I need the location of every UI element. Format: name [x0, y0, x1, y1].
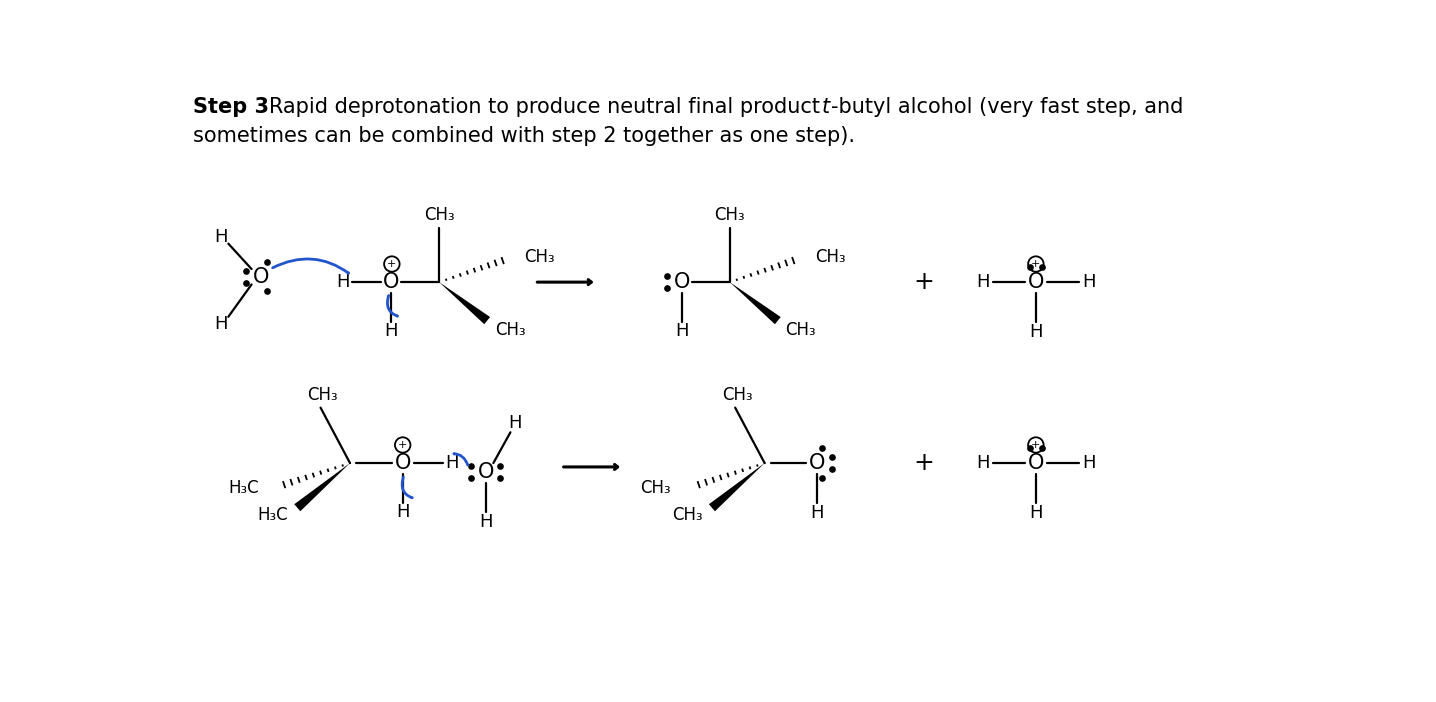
Text: CH₃: CH₃	[524, 249, 554, 267]
Text: O: O	[383, 272, 399, 292]
Text: H: H	[810, 504, 824, 522]
Text: H: H	[1030, 504, 1043, 522]
Text: CH₃: CH₃	[816, 249, 846, 267]
Text: +: +	[388, 259, 396, 269]
FancyArrowPatch shape	[388, 296, 398, 316]
Text: CH₃: CH₃	[722, 385, 752, 404]
Text: t: t	[821, 98, 830, 117]
Text: O: O	[477, 463, 494, 482]
Text: O: O	[1028, 272, 1044, 292]
FancyArrowPatch shape	[402, 477, 412, 498]
Polygon shape	[294, 463, 350, 511]
Text: O: O	[673, 272, 689, 292]
Text: O: O	[253, 267, 269, 286]
Text: H: H	[675, 322, 688, 340]
Text: CH₃: CH₃	[672, 506, 702, 524]
Text: CH₃: CH₃	[424, 206, 454, 224]
Polygon shape	[709, 463, 764, 511]
Text: O: O	[395, 453, 411, 473]
Text: O: O	[808, 453, 826, 473]
Text: H₃C: H₃C	[228, 479, 260, 497]
Text: H: H	[214, 315, 227, 333]
Text: H: H	[336, 273, 350, 291]
Text: +: +	[913, 451, 933, 475]
Text: H: H	[385, 322, 398, 340]
Text: H: H	[445, 454, 460, 472]
Text: H: H	[508, 414, 521, 432]
FancyArrowPatch shape	[273, 259, 349, 273]
Text: Step 3: Step 3	[194, 98, 270, 117]
Text: H: H	[396, 503, 409, 522]
Text: H: H	[1081, 273, 1096, 291]
Text: +: +	[1031, 259, 1041, 269]
Text: CH₃: CH₃	[307, 385, 339, 404]
Text: H: H	[976, 273, 989, 291]
Polygon shape	[729, 282, 781, 324]
Text: +: +	[1031, 440, 1041, 450]
Text: +: +	[913, 270, 933, 294]
Text: H₃C: H₃C	[257, 506, 289, 524]
Text: CH₃: CH₃	[715, 206, 745, 224]
Text: sometimes can be combined with step 2 together as one step).: sometimes can be combined with step 2 to…	[194, 126, 856, 146]
Text: CH₃: CH₃	[640, 479, 671, 497]
Text: H: H	[1081, 454, 1096, 472]
Text: H: H	[478, 513, 493, 531]
Text: CH₃: CH₃	[785, 321, 816, 339]
Text: CH₃: CH₃	[495, 321, 526, 339]
Text: -butyl alcohol (very fast step, and: -butyl alcohol (very fast step, and	[831, 98, 1183, 117]
Text: Rapid deprotonation to produce neutral final product: Rapid deprotonation to produce neutral f…	[269, 98, 830, 117]
Text: H: H	[1030, 323, 1043, 341]
Polygon shape	[439, 282, 490, 324]
Text: +: +	[398, 440, 408, 450]
FancyArrowPatch shape	[454, 453, 468, 465]
Text: H: H	[976, 454, 989, 472]
Text: H: H	[214, 227, 227, 246]
Text: O: O	[1028, 453, 1044, 473]
